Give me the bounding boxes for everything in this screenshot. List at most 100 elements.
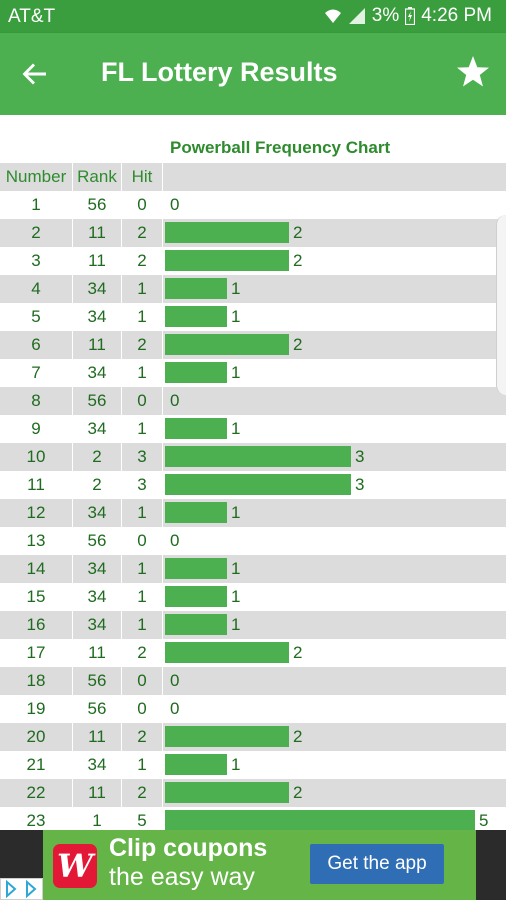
- row-rank: 56: [87, 391, 107, 410]
- bar-value-label: 0: [170, 391, 180, 410]
- row-number: 8: [31, 391, 41, 410]
- bar-cell: 0: [165, 191, 506, 219]
- ad-content[interactable]: W Clip coupons the easy way Get the app: [43, 830, 476, 900]
- table-row: 13 56 0 0: [0, 527, 506, 555]
- row-rank: 11: [88, 251, 106, 270]
- row-hit: 1: [137, 503, 147, 522]
- table-row: 5 34 1 1: [0, 303, 506, 331]
- bar-value-label: 1: [231, 363, 241, 382]
- row-rank: 34: [87, 559, 107, 578]
- bar-value-label: 2: [293, 335, 303, 354]
- row-number: 20: [26, 727, 46, 746]
- bar-value-label: 1: [231, 503, 241, 522]
- get-app-button[interactable]: Get the app: [310, 844, 444, 884]
- clock: 4:26 PM: [421, 5, 492, 26]
- table-row: 16 34 1 1: [0, 611, 506, 639]
- frequency-bar: [165, 446, 351, 467]
- frequency-bar: [165, 250, 289, 271]
- frequency-bar: [165, 418, 227, 439]
- row-hit: 0: [137, 531, 147, 550]
- bar-value-label: 1: [231, 419, 241, 438]
- ad-headline: Clip coupons: [109, 834, 268, 862]
- row-rank: 34: [87, 363, 107, 382]
- row-hit: 0: [137, 195, 147, 214]
- row-number: 16: [26, 615, 46, 634]
- table-row: 11 2 3 3: [0, 471, 506, 499]
- row-hit: 1: [137, 587, 147, 606]
- row-rank: 34: [87, 503, 107, 522]
- table-row: 15 34 1 1: [0, 583, 506, 611]
- table-row: 20 11 2 2: [0, 723, 506, 751]
- row-rank: 56: [87, 671, 107, 690]
- bar-cell: 1: [165, 359, 506, 387]
- bar-cell: 3: [165, 443, 506, 471]
- signal-icon: [348, 8, 365, 24]
- frequency-bar: [165, 726, 289, 747]
- row-number: 12: [26, 503, 46, 522]
- row-hit: 1: [137, 363, 147, 382]
- bar-value-label: 2: [293, 251, 303, 270]
- bar-value-label: 0: [170, 671, 180, 690]
- page-title: FL Lottery Results: [101, 57, 338, 87]
- bar-value-label: 1: [231, 559, 241, 578]
- table-row: 7 34 1 1: [0, 359, 506, 387]
- ad-choices-icon[interactable]: [0, 878, 43, 900]
- row-rank: 34: [87, 615, 107, 634]
- frequency-bar: [165, 754, 227, 775]
- table-row: 21 34 1 1: [0, 751, 506, 779]
- frequency-bar: [165, 642, 289, 663]
- frequency-bar: [165, 782, 289, 803]
- bar-cell: 1: [165, 303, 506, 331]
- star-icon[interactable]: [455, 54, 491, 90]
- row-number: 21: [26, 755, 46, 774]
- frequency-chart-view[interactable]: Powerball Frequency Chart Number Rank Hi…: [0, 115, 506, 830]
- bar-value-label: 1: [231, 755, 241, 774]
- bar-cell: 1: [165, 751, 506, 779]
- row-number: 11: [27, 475, 45, 494]
- bar-cell: 1: [165, 555, 506, 583]
- bar-cell: 0: [165, 667, 506, 695]
- bar-cell: 2: [165, 779, 506, 807]
- bar-value-label: 2: [293, 783, 303, 802]
- bar-value-label: 2: [293, 727, 303, 746]
- table-row: 9 34 1 1: [0, 415, 506, 443]
- ad-banner[interactable]: W Clip coupons the easy way Get the app: [0, 830, 506, 900]
- table-row: 17 11 2 2: [0, 639, 506, 667]
- row-hit: 1: [137, 755, 147, 774]
- table-row: 2 11 2 2: [0, 219, 506, 247]
- row-number: 15: [26, 587, 46, 606]
- row-number: 18: [26, 671, 46, 690]
- row-rank: 56: [87, 531, 107, 550]
- row-number: 1: [31, 195, 41, 214]
- app-toolbar: FL Lottery Results: [0, 33, 506, 115]
- row-rank: 2: [92, 475, 102, 494]
- row-rank: 11: [88, 643, 106, 662]
- frequency-bar: [165, 278, 227, 299]
- row-rank: 34: [87, 587, 107, 606]
- bar-value-label: 0: [170, 699, 180, 718]
- row-rank: 56: [87, 195, 107, 214]
- bar-value-label: 3: [355, 447, 365, 466]
- row-rank: 34: [87, 755, 107, 774]
- bar-value-label: 1: [231, 587, 241, 606]
- row-number: 9: [31, 419, 41, 438]
- bar-cell: 1: [165, 583, 506, 611]
- bar-cell: 1: [165, 611, 506, 639]
- bar-cell: 1: [165, 499, 506, 527]
- frequency-bar: [165, 586, 227, 607]
- frequency-bar: [165, 222, 289, 243]
- frequency-bar: [165, 474, 351, 495]
- bar-cell: 0: [165, 387, 506, 415]
- row-hit: 2: [137, 727, 147, 746]
- frequency-bar: [165, 306, 227, 327]
- table-row: 12 34 1 1: [0, 499, 506, 527]
- table-row: 18 56 0 0: [0, 667, 506, 695]
- ad-subline: the easy way: [109, 863, 255, 891]
- bar-value-label: 1: [231, 307, 241, 326]
- row-number: 2: [31, 223, 41, 242]
- row-rank: 11: [88, 223, 106, 242]
- arrow-left-icon[interactable]: [18, 57, 52, 91]
- bar-cell: 3: [165, 471, 506, 499]
- row-rank: 56: [87, 699, 107, 718]
- table-row: 19 56 0 0: [0, 695, 506, 723]
